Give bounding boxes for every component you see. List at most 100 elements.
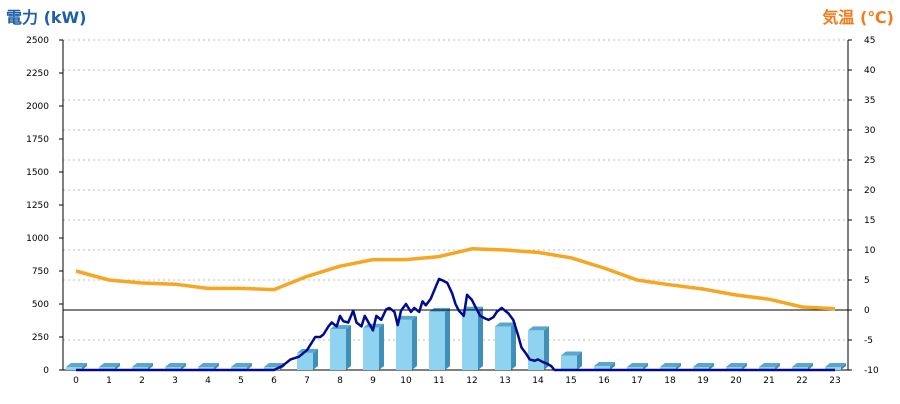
x-tick-label: 10: [400, 376, 412, 386]
left-tick-label: 750: [32, 267, 49, 277]
bar: [594, 366, 610, 370]
bar: [462, 310, 478, 370]
bar: [297, 352, 313, 370]
bar-top: [66, 363, 87, 367]
left-tick-label: 2000: [26, 102, 49, 112]
bar-top: [726, 363, 747, 367]
x-tick-label: 2: [139, 376, 145, 386]
bar-top: [396, 315, 417, 320]
x-tick-label: 18: [664, 376, 676, 386]
bar: [363, 327, 379, 370]
bar: [429, 311, 445, 370]
bar: [627, 367, 643, 370]
x-tick-label: 0: [73, 376, 79, 386]
bar-top: [561, 351, 582, 356]
bar-top: [825, 363, 846, 367]
left-tick-label: 1000: [26, 234, 49, 244]
right-tick-label: 45: [864, 36, 875, 46]
x-tick-label: 8: [337, 376, 343, 386]
left-tick-label: 0: [43, 366, 49, 376]
bar-side: [808, 363, 813, 370]
bar-top: [231, 363, 252, 367]
x-tick-label: 6: [271, 376, 277, 386]
x-tick-label: 9: [370, 376, 376, 386]
x-tick-label: 4: [205, 376, 211, 386]
bar: [660, 367, 676, 370]
x-tick-label: 22: [796, 376, 807, 386]
bar: [792, 367, 808, 370]
bar-top: [660, 363, 681, 367]
bar-side: [379, 323, 384, 370]
left-tick-label: 2500: [26, 36, 49, 46]
x-tick-label: 14: [532, 376, 544, 386]
bar-top: [528, 326, 549, 331]
bar: [495, 326, 511, 370]
x-tick-label: 3: [172, 376, 178, 386]
right-tick-label: 25: [864, 156, 875, 166]
bar: [396, 319, 412, 370]
bar: [198, 367, 214, 370]
right-tick-label: -5: [864, 336, 873, 346]
right-tick-label: 15: [864, 216, 875, 226]
bar: [759, 367, 775, 370]
bar: [165, 367, 181, 370]
bar-side: [676, 363, 681, 370]
x-tick-label: 20: [730, 376, 742, 386]
x-tick-label: 12: [466, 376, 477, 386]
x-tick-label: 1: [106, 376, 112, 386]
bar-side: [577, 351, 582, 370]
bar: [528, 330, 544, 370]
bar-side: [841, 363, 846, 370]
bar: [693, 367, 709, 370]
x-tick-label: 7: [304, 376, 310, 386]
left-axis-title: 電力 (kW): [6, 8, 87, 27]
bar: [330, 329, 346, 370]
bar-side: [82, 363, 87, 370]
x-tick-label: 21: [763, 376, 774, 386]
right-tick-label: 10: [864, 246, 876, 256]
right-tick-label: -10: [864, 366, 879, 376]
bar: [66, 367, 82, 370]
bar-side: [478, 306, 483, 370]
bar-side: [412, 315, 417, 370]
bar-top: [792, 363, 813, 367]
bar-side: [148, 363, 153, 370]
bar-side: [214, 363, 219, 370]
right-tick-label: 5: [864, 276, 870, 286]
x-tick-label: 5: [238, 376, 244, 386]
bar-top: [594, 362, 615, 367]
right-tick-label: 40: [864, 66, 876, 76]
bar: [132, 367, 148, 370]
bar-top: [759, 363, 780, 367]
left-tick-label: 1750: [26, 135, 49, 145]
bar-side: [643, 363, 648, 370]
bar-top: [165, 363, 186, 367]
bar-side: [742, 363, 747, 370]
bar-top: [495, 322, 516, 327]
bar: [264, 367, 280, 370]
bar-side: [346, 325, 351, 370]
x-tick-label: 17: [631, 376, 642, 386]
right-tick-label: 30: [864, 126, 876, 136]
bar: [825, 367, 841, 370]
bar-top: [198, 363, 219, 367]
bar-side: [544, 326, 549, 370]
x-tick-label: 15: [565, 376, 576, 386]
right-axis-title: 気温 (℃): [822, 8, 894, 27]
right-tick-label: 35: [864, 96, 875, 106]
left-tick-label: 250: [32, 333, 49, 343]
bar-side: [610, 362, 615, 370]
right-tick-label: 20: [864, 186, 876, 196]
bar: [726, 367, 742, 370]
bar-side: [511, 322, 516, 370]
bar-side: [775, 363, 780, 370]
bar: [99, 367, 115, 370]
bar: [561, 355, 577, 370]
x-tick-label: 11: [433, 376, 444, 386]
bar-side: [181, 363, 186, 370]
bar-top: [693, 363, 714, 367]
right-tick-label: 0: [864, 306, 870, 316]
bar-side: [445, 307, 450, 370]
bar: [231, 367, 247, 370]
